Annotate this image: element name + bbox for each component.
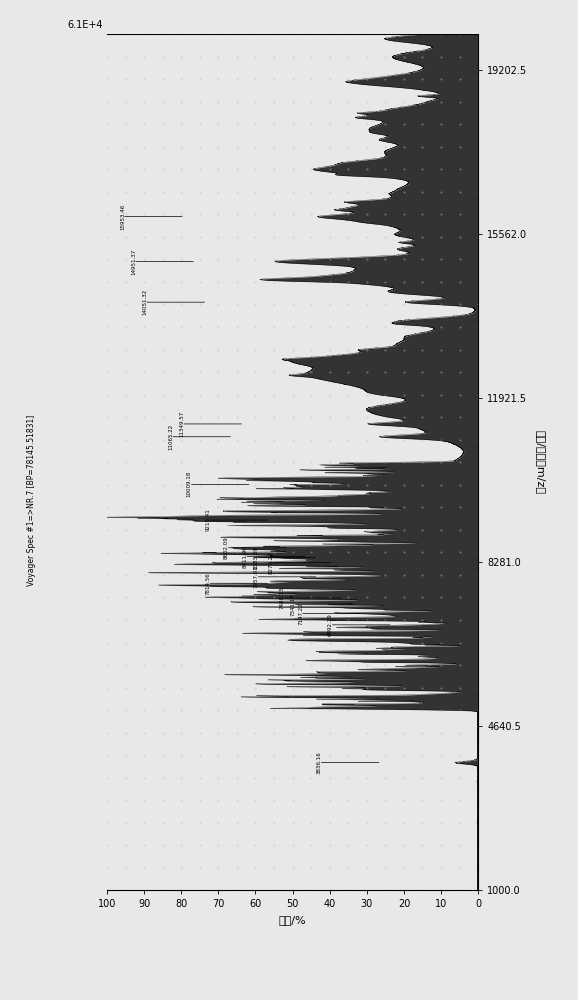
Text: 14051.32: 14051.32 (142, 289, 147, 315)
Text: Voyager Spec #1=>NR.7 [BP=78145.51831]: Voyager Spec #1=>NR.7 [BP=78145.51831] (27, 414, 36, 586)
Text: 7341.19: 7341.19 (291, 593, 296, 616)
Text: 10009.18: 10009.18 (187, 471, 192, 497)
Text: 8602.09: 8602.09 (224, 536, 229, 559)
Text: 7957.61: 7957.61 (254, 565, 258, 588)
Text: 14951.37: 14951.37 (131, 248, 136, 275)
Text: 7814.56: 7814.56 (205, 572, 210, 595)
Text: 7488.15: 7488.15 (280, 587, 284, 609)
Y-axis label: 质量/电荷（m/z）: 质量/电荷（m/z） (536, 430, 546, 494)
Text: 7147.22: 7147.22 (298, 602, 303, 625)
Text: 6.1E+4: 6.1E+4 (68, 20, 103, 30)
Text: 11065.22: 11065.22 (168, 424, 173, 450)
Text: 3836.16: 3836.16 (317, 751, 322, 774)
Text: 8270.22: 8270.22 (268, 551, 273, 574)
Text: 9216.41: 9216.41 (205, 509, 210, 531)
Text: 8383.89: 8383.89 (254, 546, 258, 569)
Text: 15953.46: 15953.46 (120, 203, 125, 230)
X-axis label: 光度/%: 光度/% (279, 915, 306, 925)
Text: 6892.19: 6892.19 (328, 613, 333, 636)
Text: 8411.96: 8411.96 (243, 545, 247, 568)
Text: 11349.57: 11349.57 (179, 411, 184, 437)
